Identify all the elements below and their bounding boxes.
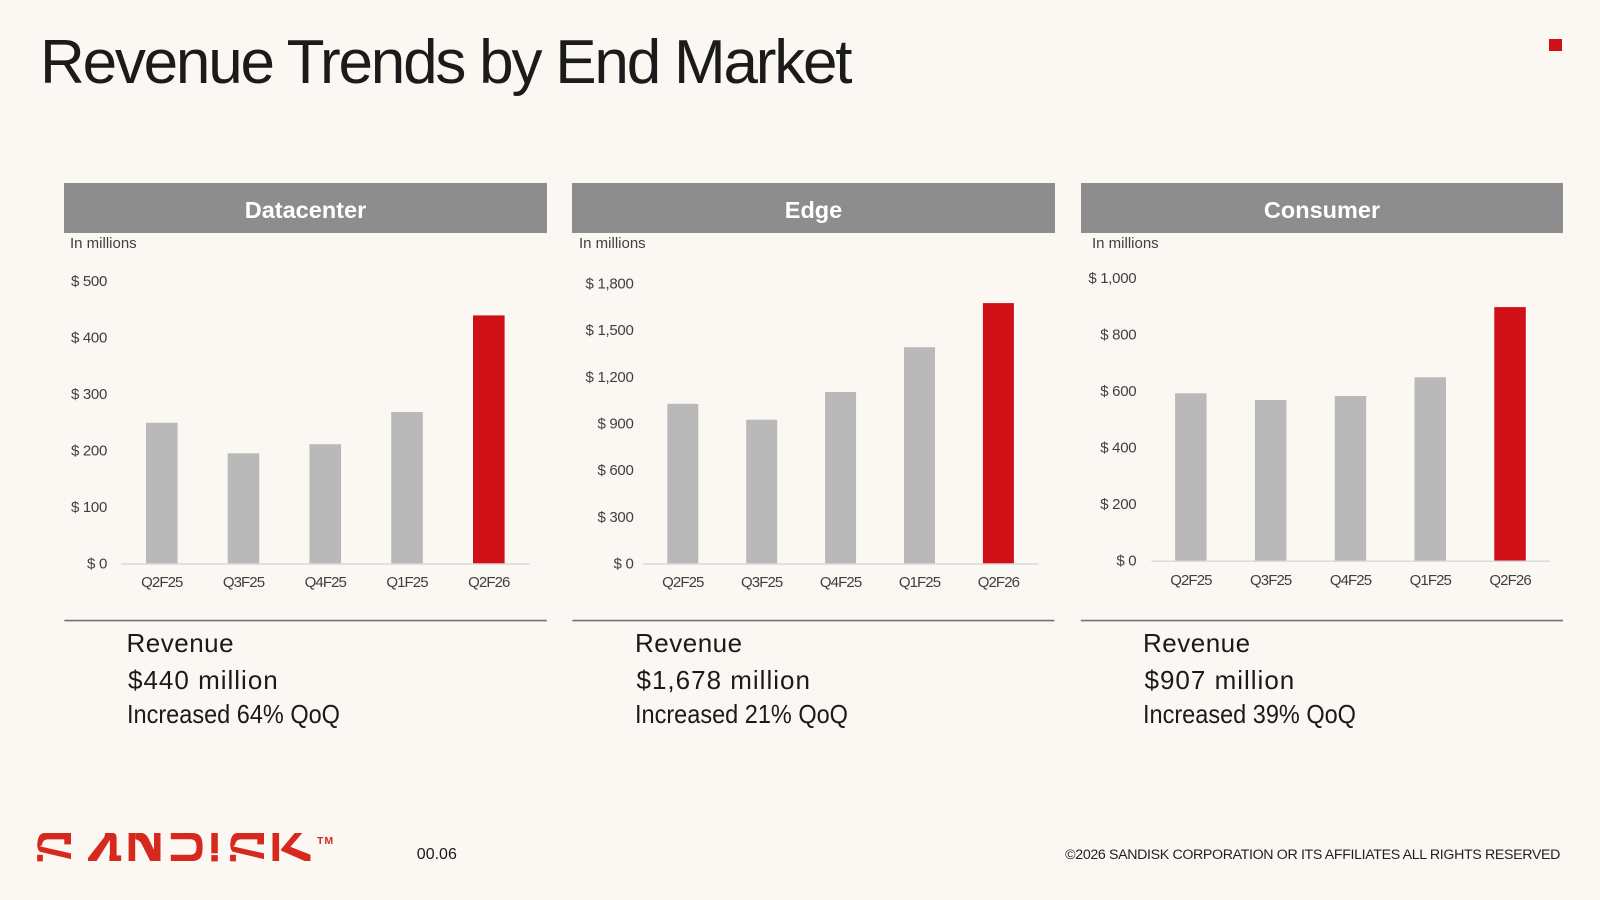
svg-text:Q1F25: Q1F25 [899,574,941,591]
svg-text:Q4F25: Q4F25 [820,574,862,591]
svg-text:$ 200: $ 200 [71,443,107,460]
svg-text:Q3F25: Q3F25 [1250,572,1292,589]
svg-text:$ 1,800: $ 1,800 [586,276,634,293]
svg-text:Q4F25: Q4F25 [305,574,347,591]
svg-text:$ 1,000: $ 1,000 [1088,270,1136,287]
svg-text:$ 800: $ 800 [1100,327,1136,344]
svg-text:$ 400: $ 400 [71,330,107,347]
svg-text:$ 0: $ 0 [614,556,634,573]
svg-text:$ 500: $ 500 [71,273,107,290]
svg-text:$ 300: $ 300 [597,509,633,526]
svg-text:$ 400: $ 400 [1100,440,1136,457]
svg-text:Q3F25: Q3F25 [741,574,783,591]
svg-text:Q2F25: Q2F25 [1170,572,1212,589]
svg-text:Q3F25: Q3F25 [223,574,265,591]
svg-text:Q2F26: Q2F26 [978,574,1020,591]
svg-text:$ 1,200: $ 1,200 [586,369,634,386]
svg-text:$ 900: $ 900 [597,416,633,433]
svg-text:$ 600: $ 600 [597,462,633,479]
svg-text:$ 0: $ 0 [1116,553,1136,570]
svg-text:Q1F25: Q1F25 [386,574,428,591]
svg-text:Q1F25: Q1F25 [1410,572,1452,589]
svg-text:$ 200: $ 200 [1100,496,1136,513]
svg-text:$ 100: $ 100 [71,499,107,516]
svg-text:$ 600: $ 600 [1100,383,1136,400]
svg-text:Q4F25: Q4F25 [1330,572,1372,589]
svg-text:Q2F25: Q2F25 [141,574,183,591]
svg-text:Q2F26: Q2F26 [468,574,510,591]
svg-text:$ 0: $ 0 [87,556,107,573]
svg-text:$ 1,500: $ 1,500 [586,322,634,339]
svg-text:Q2F25: Q2F25 [662,574,704,591]
svg-text:TM: TM [317,835,334,847]
svg-text:Q2F26: Q2F26 [1489,572,1531,589]
svg-text:$ 300: $ 300 [71,386,107,403]
